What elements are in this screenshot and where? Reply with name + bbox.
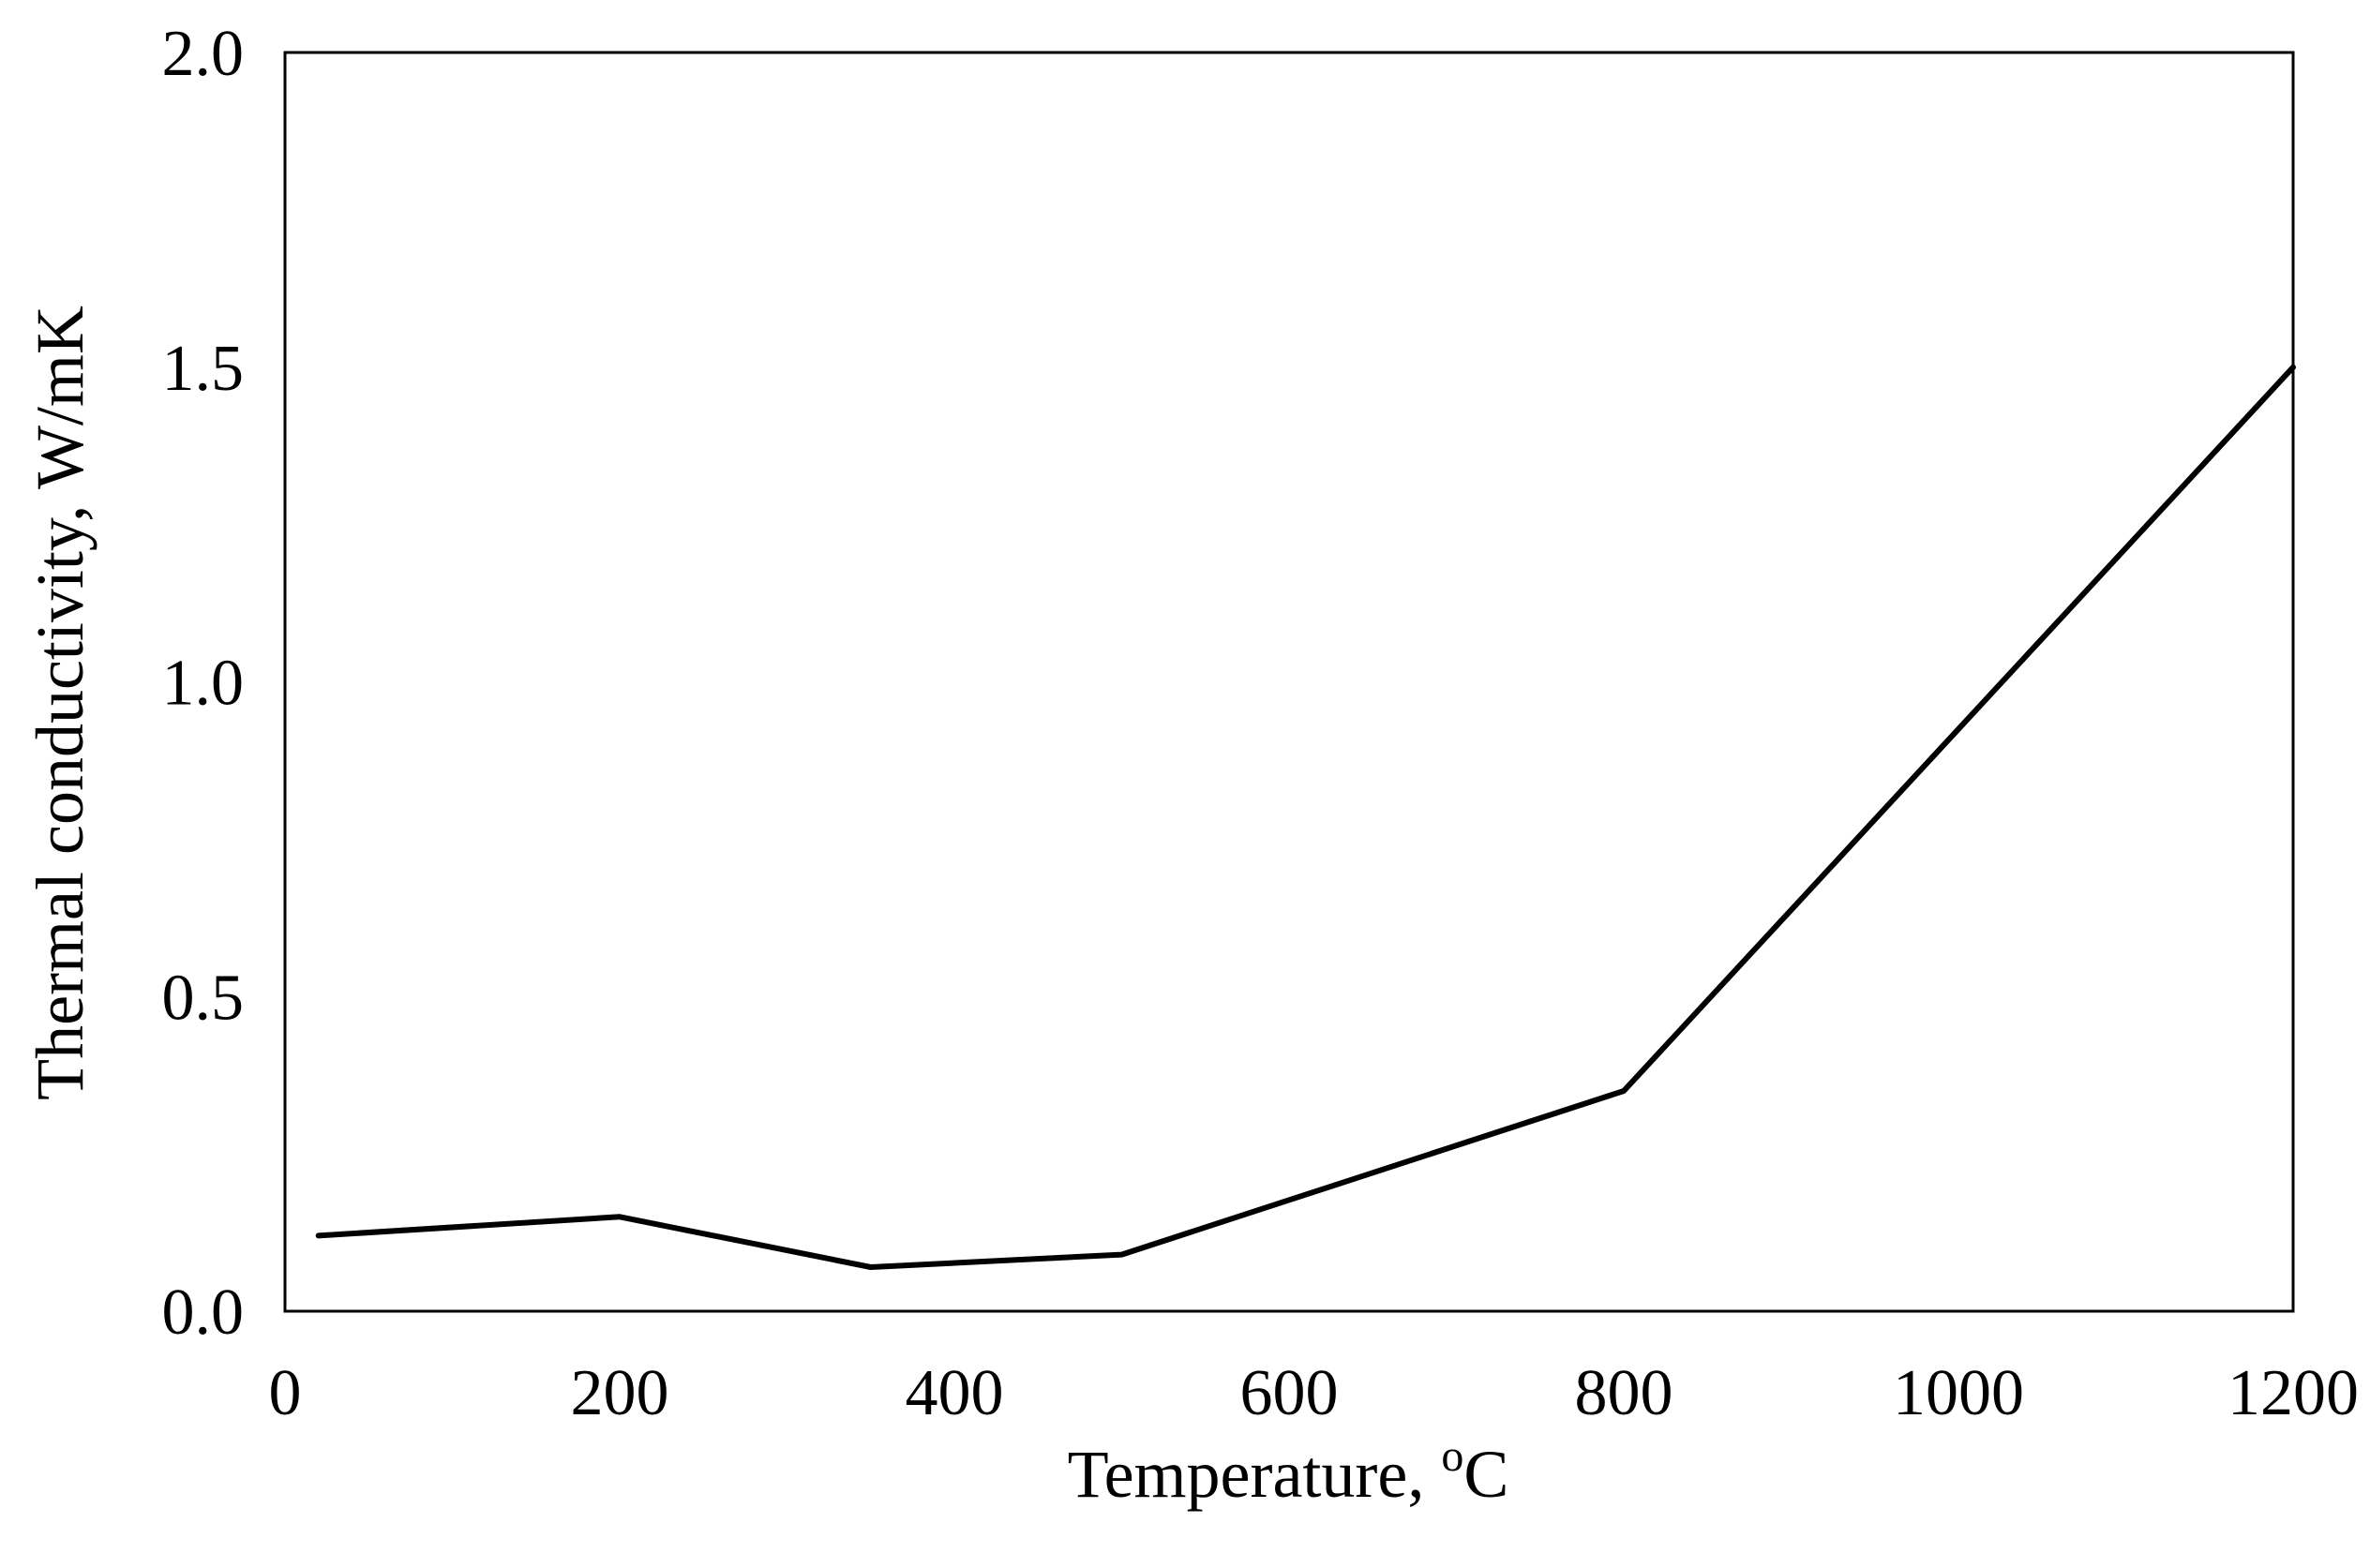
x-tick-label: 0: [269, 1357, 302, 1429]
x-tick-label: 1200: [2228, 1357, 2359, 1429]
series-line: [315, 364, 2296, 1270]
y-axis-title: Thermal conductivity, W/mK: [22, 306, 98, 1100]
x-axis-title: Temperature, oC: [1068, 1431, 1509, 1512]
x-tick-label: 1000: [1893, 1357, 2024, 1429]
x-tick-label: 200: [571, 1357, 669, 1429]
y-tick-label: 0.5: [162, 962, 245, 1034]
x-tick-label: 800: [1575, 1357, 1673, 1429]
x-axis-title-main: Temperature,: [1068, 1437, 1442, 1512]
y-tick-label: 0.0: [162, 1277, 245, 1349]
x-axis-title-unit: C: [1463, 1437, 1508, 1512]
x-axis-ticks: 0 200 400 600 800 1000 1200: [269, 1357, 2360, 1429]
x-tick-label: 400: [906, 1357, 1004, 1429]
x-axis-title-superscript: o: [1441, 1431, 1463, 1481]
y-tick-label: 1.5: [162, 333, 245, 405]
plot-area-frame: [283, 51, 2295, 1313]
x-tick-label: 600: [1240, 1357, 1339, 1429]
y-tick-label: 2.0: [162, 18, 245, 90]
y-axis-ticks: 0.0 0.5 1.0 1.5 2.0: [162, 18, 245, 1349]
y-tick-label: 1.0: [162, 648, 245, 720]
